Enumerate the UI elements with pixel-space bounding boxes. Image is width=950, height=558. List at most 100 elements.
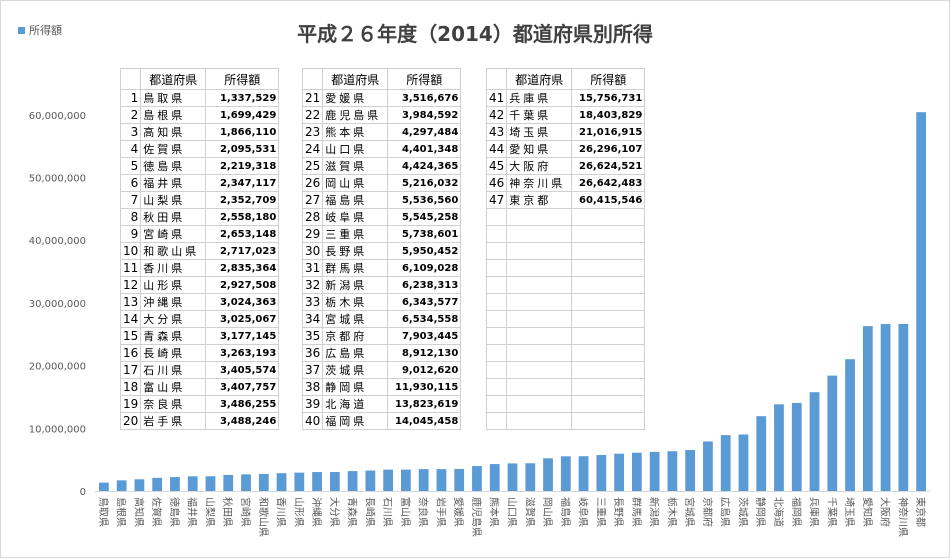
row-value: 6,343,577 [387, 293, 462, 311]
row-number: 39 [301, 395, 324, 413]
x-tick-label: 鳥取県 [97, 497, 110, 527]
row-prefecture [506, 276, 573, 294]
row-prefecture: 茨城県 [322, 361, 389, 379]
row-prefecture: 大阪府 [506, 157, 573, 175]
row-value: 3,024,363 [205, 293, 280, 311]
row-number: 32 [301, 276, 324, 294]
row-value: 26,642,483 [571, 174, 646, 192]
table-row [485, 361, 646, 379]
legend-swatch [18, 26, 25, 34]
row-value: 4,297,484 [387, 123, 462, 141]
table-row: 33 栃木県 6,343,577 [301, 293, 462, 311]
row-prefecture [506, 242, 573, 260]
row-prefecture: 群馬県 [322, 259, 389, 277]
row-value [571, 310, 646, 328]
row-value: 2,095,531 [205, 140, 280, 158]
x-tick-label: 山梨県 [203, 497, 216, 527]
row-number: 28 [301, 208, 324, 226]
bar-石川県 [383, 469, 394, 491]
bar-佐賀県 [152, 477, 163, 491]
row-number: 24 [301, 140, 324, 158]
table-row: 27 福島県 5,536,560 [301, 191, 462, 209]
bar-福島県 [560, 456, 571, 491]
x-tick-label: 福岡県 [790, 497, 803, 527]
y-tick-label: 50,000,000 [29, 174, 86, 185]
row-number: 25 [301, 157, 324, 175]
row-value [571, 361, 646, 379]
x-tick-label: 山形県 [292, 497, 304, 527]
table-header-value: 所得額 [205, 68, 280, 90]
bar-熊本県 [489, 464, 500, 491]
table-row [485, 208, 646, 226]
row-number: 13 [119, 293, 142, 311]
table-header-no [301, 68, 324, 90]
x-tick-label: 富山県 [399, 497, 412, 527]
table-row: 21 愛媛県 3,516,676 [301, 89, 462, 107]
row-prefecture: 長野県 [322, 242, 389, 260]
row-prefecture: 宮城県 [322, 310, 389, 328]
table-row: 7 山梨県 2,352,709 [119, 191, 280, 209]
bar-和歌山県 [258, 473, 269, 491]
row-prefecture: 山口県 [322, 140, 389, 158]
x-tick-label: 石川県 [381, 497, 393, 527]
row-prefecture [506, 327, 573, 345]
table-row: 34 宮城県 6,534,558 [301, 310, 462, 328]
bar-徳島県 [170, 477, 180, 491]
table-header-row: 都道府県 所得額 [119, 68, 280, 90]
row-prefecture: 佐賀県 [140, 140, 207, 158]
bar-東京都 [916, 112, 927, 492]
row-number: 43 [485, 123, 508, 141]
row-number: 29 [301, 225, 324, 243]
x-tick-label: 宮城県 [683, 497, 696, 527]
x-tick-label: 高知県 [132, 497, 145, 527]
row-value: 3,488,246 [205, 412, 280, 430]
table-block-2: 都道府県 所得額 21 愛媛県 3,516,676 22 鹿児島県 3,984,592 23 熊本… [301, 68, 462, 430]
row-value: 6,238,313 [387, 276, 462, 294]
row-number: 15 [119, 327, 142, 345]
row-prefecture: 岐阜県 [322, 208, 389, 226]
row-number: 27 [301, 191, 324, 209]
row-prefecture [506, 225, 573, 243]
x-tick-label: 滋賀県 [523, 497, 536, 527]
table-row: 26 岡山県 5,216,032 [301, 174, 462, 192]
x-tick-label: 大分県 [328, 497, 341, 527]
bar-富山県 [401, 469, 411, 491]
row-number [485, 378, 508, 396]
row-value: 1,866,110 [205, 123, 280, 141]
bar-栃木県 [667, 451, 678, 491]
row-prefecture: 広島県 [322, 344, 389, 362]
bar-岐阜県 [578, 456, 589, 491]
table-row [485, 293, 646, 311]
row-prefecture: 神奈川県 [506, 174, 573, 192]
row-number [485, 225, 508, 243]
row-value: 7,903,445 [387, 327, 462, 345]
row-number [485, 293, 508, 311]
table-header-row: 都道府県 所得額 [485, 68, 646, 90]
table-row: 22 鹿児島県 3,984,592 [301, 106, 462, 124]
x-tick-label: 大阪府 [879, 497, 892, 527]
bar-香川県 [276, 473, 287, 491]
x-tick-label: 山口県 [506, 497, 518, 527]
row-prefecture [506, 259, 573, 277]
y-tick-label: 20,000,000 [29, 362, 86, 373]
table-row: 23 熊本県 4,297,484 [301, 123, 462, 141]
row-prefecture: 鹿児島県 [322, 106, 389, 124]
row-prefecture: 石川県 [140, 361, 207, 379]
row-value: 3,486,255 [205, 395, 280, 413]
x-tick-label: 京都府 [701, 497, 714, 527]
bar-宮城県 [685, 450, 696, 491]
bar-島根県 [116, 480, 127, 491]
bar-埼玉県 [845, 359, 855, 491]
table-row: 20 岩手県 3,488,246 [119, 412, 280, 430]
table-row: 46 神奈川県 26,642,483 [485, 174, 646, 192]
row-value: 2,219,318 [205, 157, 280, 175]
row-value [571, 225, 646, 243]
row-number [485, 412, 508, 430]
row-number: 40 [301, 412, 324, 430]
row-value [571, 412, 646, 430]
table-row: 37 茨城県 9,012,620 [301, 361, 462, 379]
x-tick-label: 群馬県 [630, 497, 643, 527]
row-prefecture [506, 378, 573, 396]
x-tick-label: 千葉県 [825, 497, 838, 527]
row-number: 44 [485, 140, 508, 158]
